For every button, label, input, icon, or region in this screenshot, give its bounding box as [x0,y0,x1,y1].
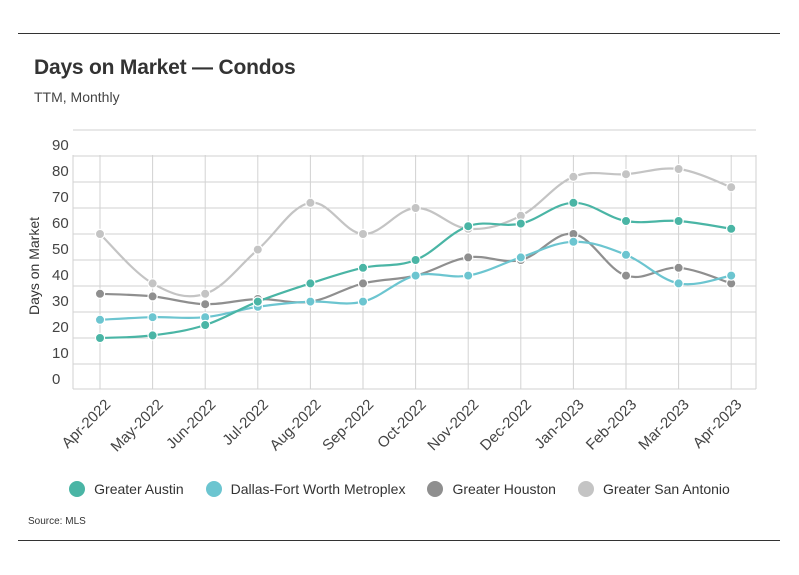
legend-label: Dallas-Fort Worth Metroplex [230,481,406,497]
data-point-dallas-fort-worth-metroplex [463,270,474,281]
chart-legend: Greater Austin Dallas-Fort Worth Metrople… [0,481,799,497]
data-point-greater-austin [357,262,369,273]
data-point-greater-austin [147,330,158,341]
data-point-greater-san-antonio [410,202,421,214]
data-point-greater-austin [94,332,106,344]
data-point-greater-austin [568,197,579,208]
top-rule [18,33,780,34]
legend-marker [205,481,222,497]
legend-item-greater-houston: Greater Houston [427,481,556,497]
data-point-greater-san-antonio [147,278,158,289]
data-point-greater-austin [305,278,316,289]
x-tick-label: Apr-2022 [59,396,115,452]
legend-item-greater-austin: Greater Austin [69,481,184,497]
legend-label: Greater Austin [94,481,184,497]
data-point-dallas-fort-worth-metroplex [515,252,527,263]
y-axis-label: Days on Market [26,217,42,315]
x-tick-label: Nov-2022 [424,396,482,454]
y-tick-label: 40 [52,267,69,284]
bottom-rule [18,540,780,541]
data-point-dallas-fort-worth-metroplex [673,278,684,289]
data-point-greater-houston [94,288,106,299]
data-point-greater-houston [620,270,632,281]
data-point-greater-san-antonio [726,181,737,193]
data-point-greater-houston [463,252,474,263]
y-tick-label: 0 [52,371,60,388]
data-point-greater-austin [252,296,263,307]
legend-marker [577,481,594,497]
data-point-greater-austin [463,220,474,232]
data-point-dallas-fort-worth-metroplex [305,296,316,307]
x-tick-label: Jan-2023 [531,396,587,452]
x-tick-label: Dec-2022 [477,396,535,454]
legend-item-dallas-fort-worth-metroplex: Dallas-Fort Worth Metroplex [205,481,406,497]
legend-marker [427,481,444,497]
x-tick-label: Feb-2023 [583,396,640,453]
data-point-greater-austin [199,319,211,331]
x-tick-label: Sep-2022 [319,396,377,454]
y-tick-label: 50 [52,241,69,258]
x-tick-label: Apr-2023 [690,396,746,452]
x-tick-label: Oct-2022 [374,396,430,452]
data-point-greater-san-antonio [305,197,316,208]
data-point-greater-san-antonio [673,163,684,175]
line-chart: 0 10 20 30 40 50 60 70 80 90 Days on Market Apr-202… [26,129,757,455]
y-tick-label: 80 [52,163,69,180]
data-point-dallas-fort-worth-metroplex [620,249,632,260]
data-point-greater-austin [515,218,527,229]
y-tick-label: 30 [52,293,69,310]
legend-item-greater-san-antonio: Greater San Antonio [577,481,730,497]
data-point-greater-austin [620,215,632,227]
chart-subtitle: TTM, Monthly [34,89,120,105]
legend-label: Greater Houston [452,481,556,497]
data-point-greater-san-antonio [252,244,263,255]
x-tick-label: May-2022 [108,396,167,455]
data-point-greater-houston [357,278,369,289]
data-point-greater-austin [673,215,684,227]
data-point-dallas-fort-worth-metroplex [410,270,421,281]
data-point-greater-austin [726,223,737,234]
data-point-greater-san-antonio [357,228,369,240]
data-point-greater-san-antonio [568,171,579,182]
y-tick-label: 10 [52,345,69,362]
data-point-greater-san-antonio [199,288,211,299]
y-tick-label: 60 [52,215,69,232]
data-point-dallas-fort-worth-metroplex [147,312,158,323]
chart-title: Days on Market — Condos [34,56,296,79]
y-tick-label: 20 [52,319,69,336]
legend-label: Greater San Antonio [602,481,730,497]
data-point-greater-houston [673,262,684,273]
data-point-dallas-fort-worth-metroplex [726,270,737,281]
x-tick-label: Jul-2022 [219,396,272,449]
y-tick-label: 90 [52,137,69,154]
data-point-greater-houston [199,299,211,310]
data-point-greater-san-antonio [94,228,106,240]
source-note: Source: MLS [28,516,86,527]
data-point-dallas-fort-worth-metroplex [357,296,369,307]
data-point-dallas-fort-worth-metroplex [568,236,579,247]
data-point-greater-austin [410,254,421,266]
x-tick-label: Mar-2023 [635,396,692,453]
legend-marker [69,481,86,497]
x-tick-label: Aug-2022 [267,396,325,454]
data-point-greater-houston [147,291,158,302]
y-tick-label: 70 [52,189,69,206]
data-point-dallas-fort-worth-metroplex [94,314,106,325]
data-point-greater-san-antonio [620,168,632,180]
x-tick-label: Jun-2022 [163,396,219,452]
